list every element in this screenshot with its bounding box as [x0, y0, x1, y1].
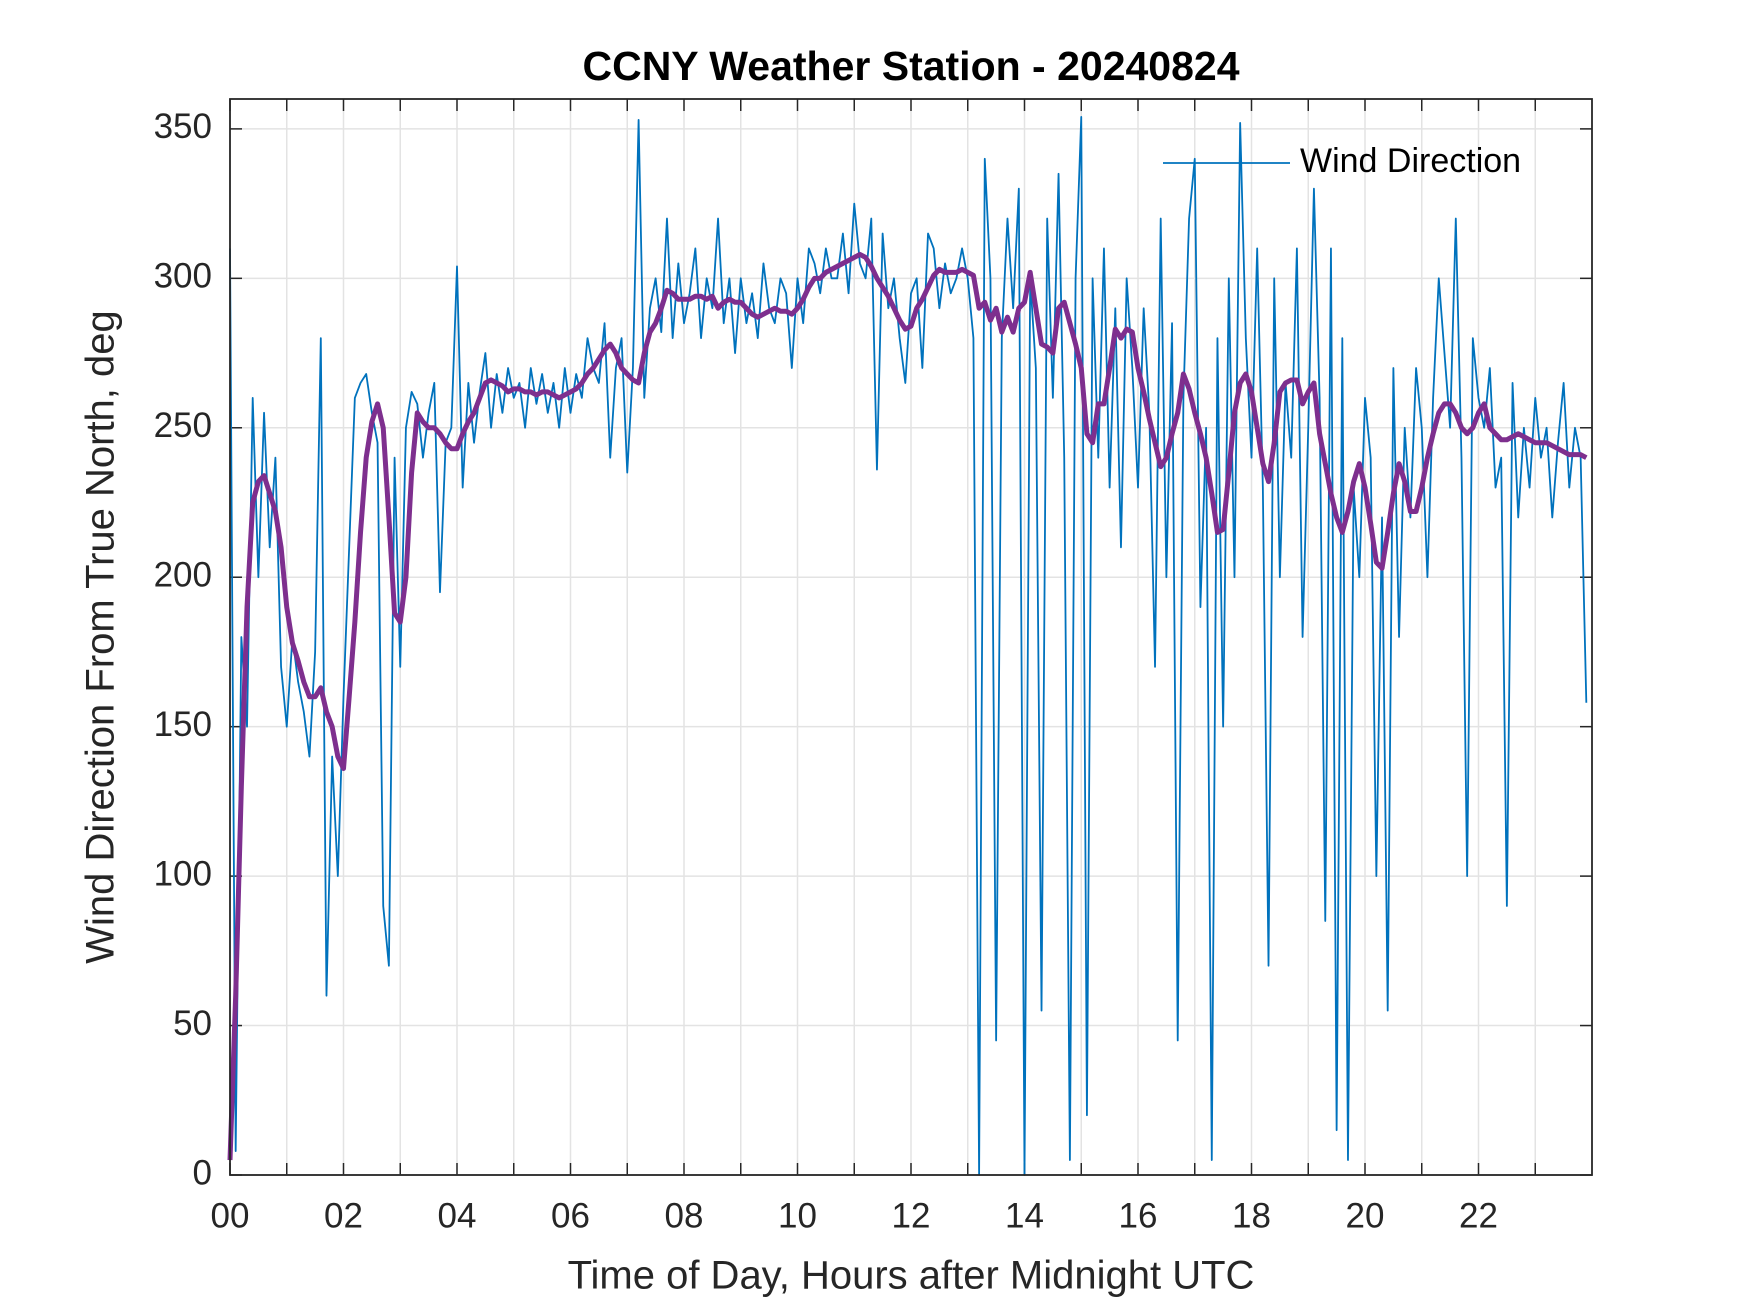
- y-axis-label: Wind Direction From True North, deg: [79, 310, 123, 964]
- x-tick-label: 02: [324, 1196, 363, 1235]
- x-tick-label: 06: [551, 1196, 590, 1235]
- axes-box: [229, 98, 1593, 1176]
- x-tick-label: 18: [1232, 1196, 1271, 1235]
- x-tick-label: 14: [1005, 1196, 1044, 1235]
- data-line: [227, 251, 1588, 1161]
- y-tick-label: 200: [154, 555, 212, 594]
- x-tick-label: 00: [211, 1196, 250, 1235]
- x-tick-label: 12: [892, 1196, 931, 1235]
- chart-title: CCNY Weather Station - 20240824: [582, 43, 1239, 89]
- y-tick-label: 300: [154, 257, 212, 296]
- x-axis-label: Time of Day, Hours after Midnight UTC: [568, 1254, 1255, 1298]
- y-tick-label: 350: [154, 107, 212, 146]
- legend-label: Wind Direction: [1300, 142, 1521, 180]
- x-tick-label: 10: [778, 1196, 817, 1235]
- x-tick-label: 08: [665, 1196, 704, 1235]
- x-tick-label: 22: [1459, 1196, 1498, 1235]
- x-tick-label: 16: [1119, 1196, 1158, 1235]
- x-tick-label: 20: [1346, 1196, 1385, 1235]
- y-tick-label: 50: [173, 1004, 212, 1043]
- y-tick-label: 0: [193, 1153, 212, 1192]
- x-tick-label: 04: [438, 1196, 477, 1235]
- y-tick-label: 150: [154, 705, 212, 744]
- y-tick-label: 250: [154, 406, 212, 445]
- data-line: [229, 116, 1588, 1176]
- y-tick-label: 100: [154, 854, 212, 893]
